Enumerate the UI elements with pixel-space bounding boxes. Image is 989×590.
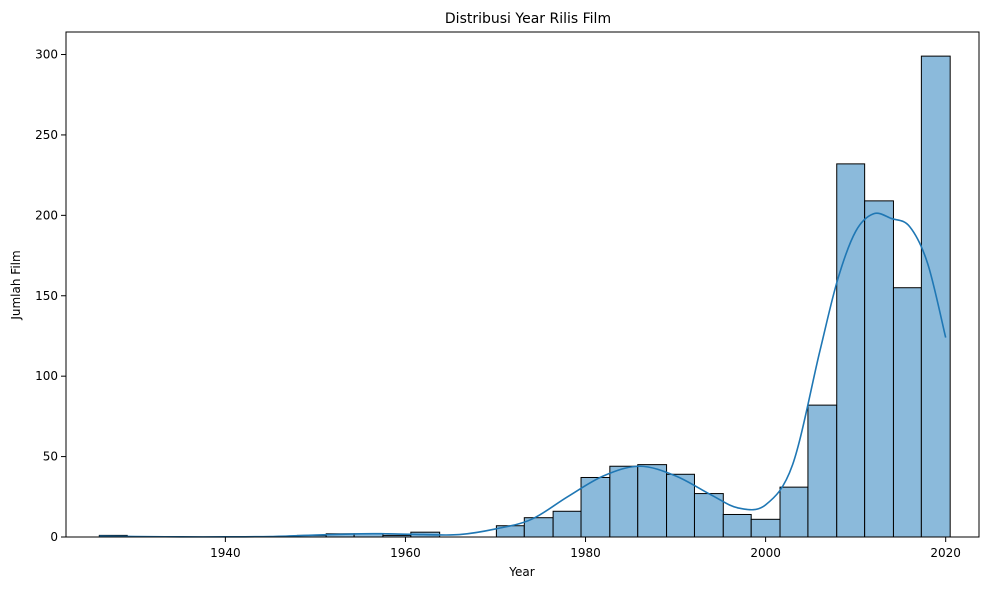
x-tick-label: 1980 — [570, 546, 601, 560]
histogram-bar — [750, 518, 781, 538]
x-axis: 1940 1960 1980 2000 2020 — [210, 537, 961, 560]
y-axis-label: Jumlah Film — [9, 250, 23, 320]
histogram-bar — [693, 493, 724, 538]
histogram-bar — [637, 464, 668, 538]
y-tick-label: 0 — [50, 530, 58, 544]
histogram-bar — [807, 404, 838, 538]
y-tick-label: 250 — [35, 128, 58, 142]
y-tick-label: 300 — [35, 48, 58, 62]
histogram-bar — [779, 486, 809, 538]
histogram-bar — [892, 287, 922, 538]
histogram-bar — [836, 163, 866, 538]
y-axis: 0 50 100 150 200 250 300 — [35, 48, 66, 544]
x-axis-label: Year — [508, 565, 534, 579]
chart-title: Distribusi Year Rilis Film — [445, 11, 611, 27]
histogram-bar — [864, 200, 894, 538]
x-tick-label: 1940 — [210, 546, 241, 560]
x-tick-label: 2000 — [750, 546, 781, 560]
y-tick-label: 150 — [35, 289, 58, 303]
x-tick-label: 1960 — [390, 546, 421, 560]
histogram-bar — [722, 513, 752, 538]
x-tick-label: 2020 — [930, 546, 961, 560]
plot-frame — [65, 31, 980, 538]
y-tick-label: 200 — [35, 208, 58, 222]
histogram-bar — [609, 465, 639, 538]
y-tick-label: 50 — [43, 450, 58, 464]
y-tick-label: 100 — [35, 369, 58, 383]
kde-curve — [99, 212, 947, 538]
plot-area — [98, 55, 951, 538]
histogram-bar — [552, 510, 582, 538]
